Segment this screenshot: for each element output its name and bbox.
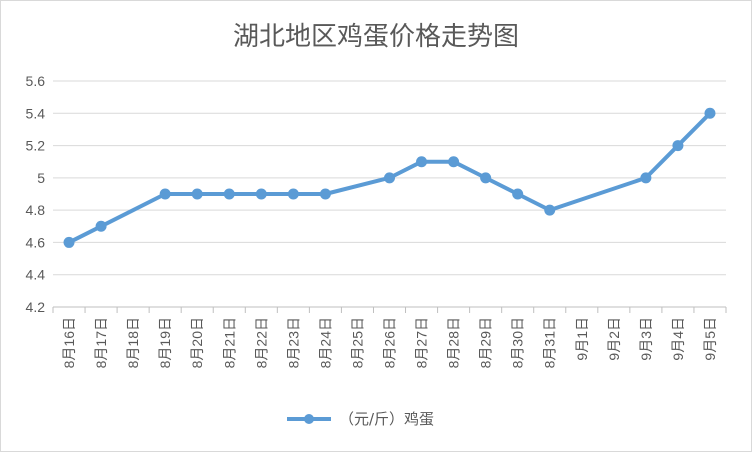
data-point (448, 156, 460, 168)
y-tick-label: 5.4 (26, 105, 46, 121)
x-tick-label: 9月5日 (702, 317, 718, 361)
x-tick-label: 8月27日 (414, 317, 430, 368)
data-point (159, 188, 171, 200)
x-tick-label: 8月18日 (125, 317, 141, 368)
x-tick-label: 8月29日 (478, 317, 494, 368)
x-tick-label: 8月31日 (542, 317, 558, 368)
y-tick-label: 4.2 (26, 299, 46, 315)
x-tick-label: 8月20日 (189, 317, 205, 368)
x-tick-label: 8月24日 (317, 317, 333, 368)
data-point (544, 204, 556, 216)
data-point (191, 188, 203, 200)
legend-label: （元/斤）鸡蛋 (339, 410, 434, 428)
x-tick-label: 8月19日 (157, 317, 173, 368)
legend: （元/斤）鸡蛋 (287, 410, 434, 428)
x-tick-label: 9月3日 (638, 317, 654, 361)
data-point (255, 188, 267, 200)
data-point (640, 172, 652, 184)
x-tick-label: 8月17日 (93, 317, 109, 368)
data-point (319, 188, 331, 200)
y-tick-label: 4.4 (26, 267, 46, 283)
data-point (63, 236, 75, 248)
data-point (480, 172, 492, 184)
x-tick-label: 8月26日 (382, 317, 398, 368)
x-tick-label: 9月1日 (574, 317, 590, 361)
x-tick-label: 9月2日 (606, 317, 622, 361)
gridlines (53, 80, 726, 308)
data-point (416, 156, 428, 168)
data-point (384, 172, 395, 184)
y-tick-label: 5.2 (26, 138, 46, 154)
y-tick-label: 5.6 (26, 73, 46, 89)
series-group (63, 107, 716, 248)
data-point (704, 107, 716, 119)
y-axis-ticks: 4.2 4.4 4.6 4.8 5 5.2 5.4 5.6 (26, 73, 46, 315)
y-tick-label: 5 (37, 170, 45, 186)
data-point (223, 188, 235, 200)
x-tick-label: 8月30日 (510, 317, 526, 368)
data-point (672, 140, 684, 152)
y-tick-label: 4.6 (26, 234, 46, 250)
x-tick-label: 8月28日 (446, 317, 462, 368)
x-tick-label: 8月25日 (349, 317, 365, 368)
chart-title: 湖北地区鸡蛋价格走势图 (233, 22, 519, 52)
data-point (287, 188, 299, 200)
x-tick-label: 8月23日 (285, 317, 301, 368)
data-point (95, 220, 107, 232)
legend-point-marker (304, 414, 314, 424)
x-tick-label: 8月21日 (221, 317, 237, 368)
x-axis: 8月16日 8月17日 8月18日 8月19日 8月20日 8月21日 8月22日 8月23日… (52, 307, 727, 368)
y-tick-label: 4.8 (26, 202, 46, 218)
x-tick-label: 9月4日 (670, 317, 686, 361)
x-tick-label: 8月16日 (61, 317, 77, 368)
x-tick-label: 8月22日 (253, 317, 269, 368)
data-point (512, 188, 524, 200)
